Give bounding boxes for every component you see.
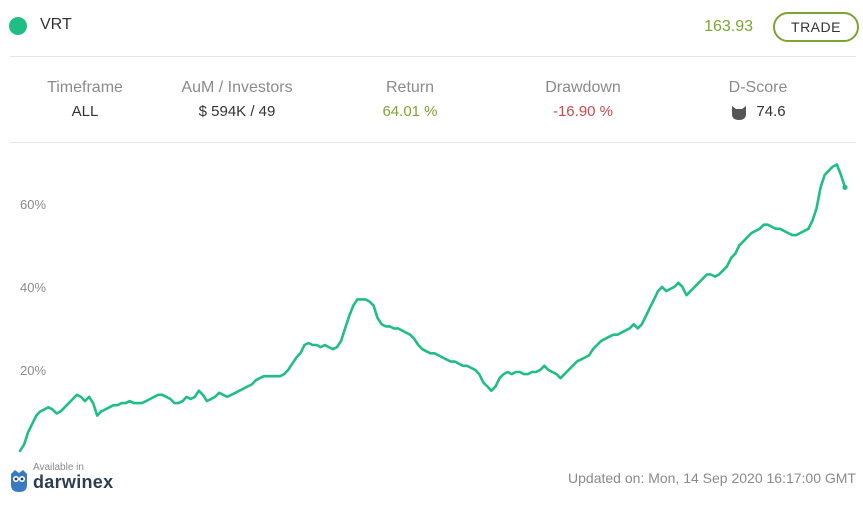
- y-axis-ticks: 20% 40% 60%: [20, 197, 46, 378]
- stat-value-row: 74.6: [678, 99, 838, 125]
- brand-name: darwinex: [33, 472, 114, 492]
- stat-aum-investors: AuM / Investors $ 594K / 49: [157, 77, 317, 125]
- status-dot: [9, 17, 27, 35]
- return-line-chart: 20% 40% 60%: [18, 163, 848, 453]
- stat-timeframe: Timeframe ALL: [5, 77, 165, 125]
- stat-label: Timeframe: [47, 79, 123, 96]
- y-tick-label: 60%: [20, 197, 46, 212]
- series-end-point: [842, 184, 848, 190]
- divider-top: [10, 56, 856, 57]
- stat-return: Return 64.01 %: [330, 77, 490, 125]
- cat-icon: [732, 106, 747, 120]
- stats-row: Timeframe ALL AuM / Investors $ 594K / 4…: [0, 77, 863, 127]
- stat-label: Return: [385, 79, 435, 96]
- price-value: 163.93: [704, 18, 753, 35]
- stat-value: $ 594K / 49: [198, 103, 276, 120]
- y-tick-label: 40%: [20, 280, 46, 295]
- stat-drawdown: Drawdown -16.90 %: [503, 77, 663, 125]
- stat-label: D-Score: [728, 79, 788, 96]
- stat-value: ALL: [71, 103, 99, 120]
- stat-label: AuM / Investors: [181, 79, 293, 96]
- stat-dscore: D-Score 74.6: [678, 77, 838, 125]
- series-line: [18, 163, 847, 453]
- darwinex-logo[interactable]: [8, 460, 128, 496]
- ticker-symbol[interactable]: VRT: [40, 16, 72, 33]
- owl-icon: [11, 470, 27, 492]
- trade-button[interactable]: TRADE: [773, 12, 859, 42]
- updated-timestamp: Updated on: Mon, 14 Sep 2020 16:17:00 GM…: [568, 470, 856, 486]
- stat-value: -16.90 %: [552, 103, 614, 120]
- stat-label: Drawdown: [545, 79, 621, 96]
- header-bar: VRT 163.93 TRADE: [0, 0, 863, 56]
- stat-value: 64.01 %: [382, 103, 438, 120]
- available-in-label: Available in: [33, 462, 84, 473]
- y-tick-label: 20%: [20, 363, 46, 378]
- divider-bottom: [10, 142, 856, 143]
- stat-value: 74.6: [756, 103, 786, 120]
